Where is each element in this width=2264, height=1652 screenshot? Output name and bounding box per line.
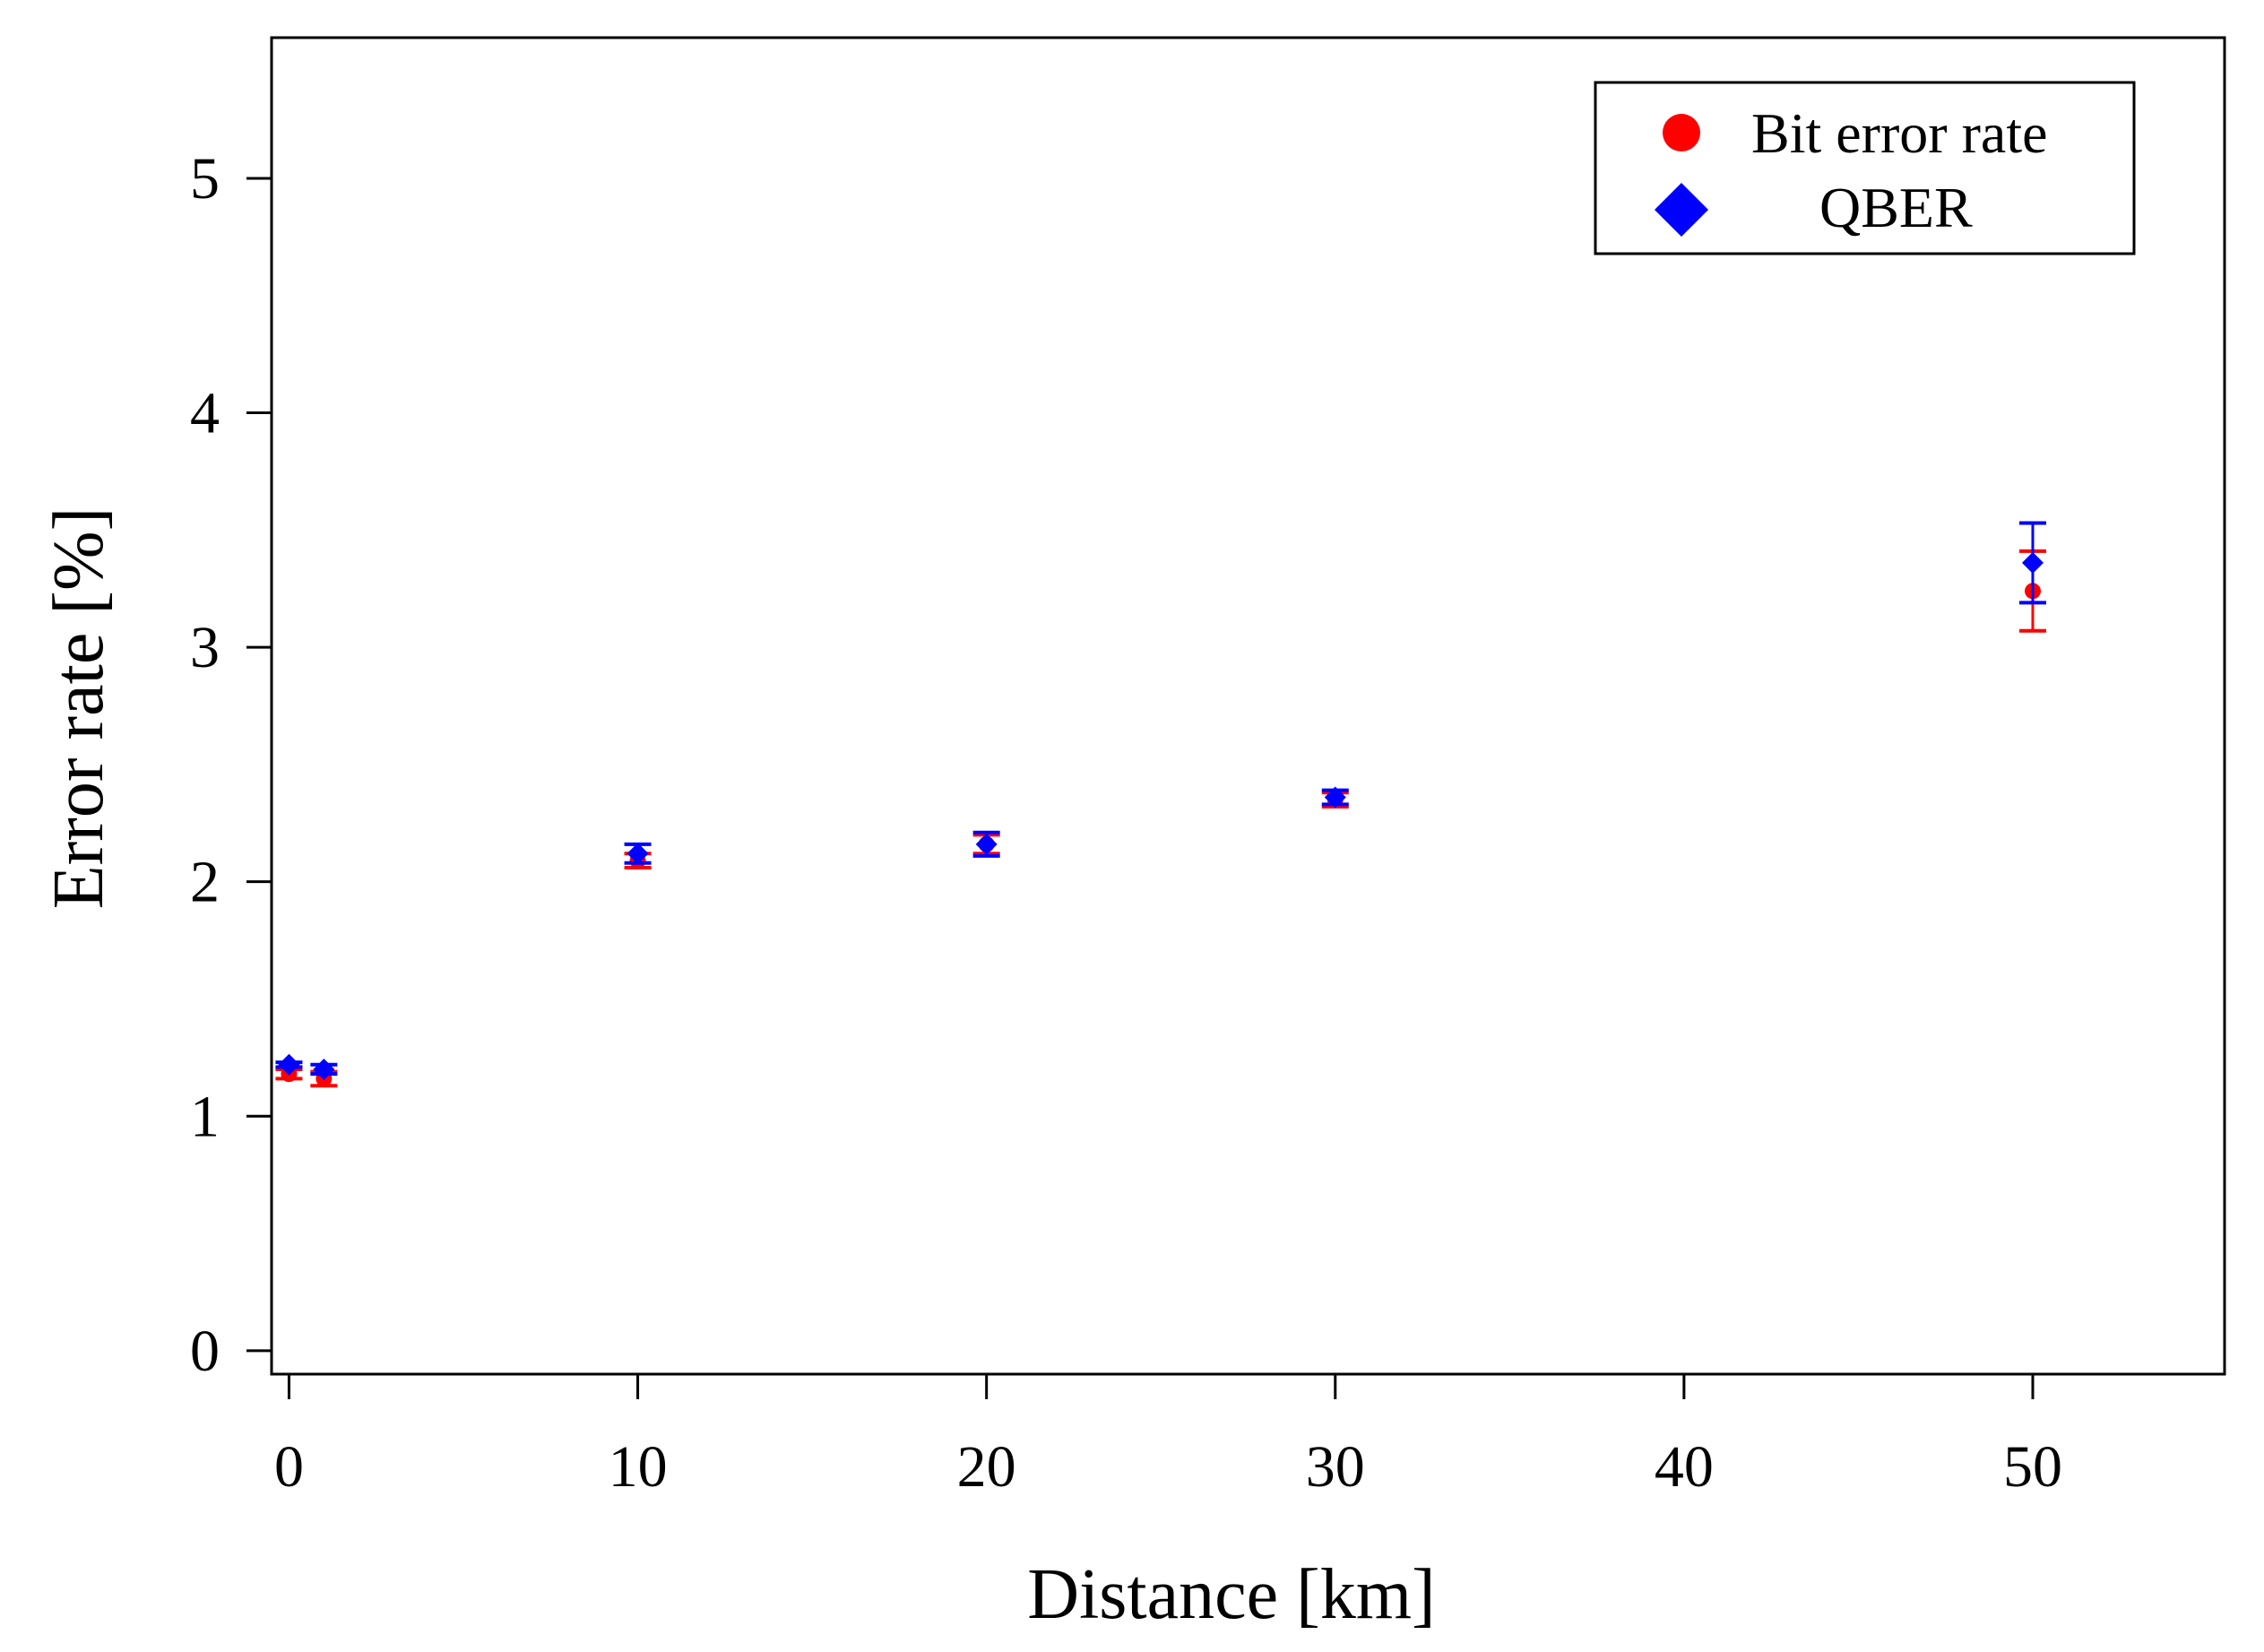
point-1-4: [1324, 786, 1346, 809]
legend-label-qber: QBER: [1819, 176, 1973, 239]
y-axis-title: Error rate [%]: [39, 507, 118, 910]
y-tick-label-0: 0: [190, 1319, 220, 1384]
y-tick-label-3: 3: [190, 615, 220, 680]
x-tick-label-5: 50: [2003, 1434, 2062, 1500]
x-axis-title: Distance [km]: [1027, 1555, 1435, 1634]
x-axis: 0 10 20 30 40 50: [274, 1374, 2062, 1500]
x-tick-label-3: 30: [1306, 1434, 1365, 1500]
x-tick-label-4: 40: [1655, 1434, 1714, 1500]
plot-frame: [270, 36, 2226, 1376]
series-0: [275, 549, 2046, 1088]
point-1-3: [975, 833, 998, 855]
x-tick-label-0: 0: [274, 1434, 304, 1500]
legend: Bit error rate QBER: [1594, 81, 2136, 255]
series-1: [275, 521, 2046, 1080]
legend-label-bit-error-rate: Bit error rate: [1751, 101, 2048, 165]
y-axis: 0 1 2 3 4 5: [190, 146, 272, 1384]
point-1-2: [626, 843, 649, 865]
y-tick-label-2: 2: [190, 850, 220, 915]
point-1-1: [313, 1058, 335, 1080]
data-series: [275, 521, 2046, 1088]
point-1-5: [2021, 551, 2044, 574]
y-tick-label-1: 1: [190, 1084, 220, 1149]
point-1-0: [278, 1053, 300, 1076]
legend-marker-qber: [1655, 183, 1708, 237]
x-tick-label-1: 10: [609, 1434, 668, 1500]
x-tick-label-2: 20: [957, 1434, 1016, 1500]
y-tick-label-5: 5: [190, 146, 220, 212]
legend-marker-bit-error-rate: [1663, 114, 1700, 151]
y-tick-label-4: 4: [190, 381, 220, 446]
